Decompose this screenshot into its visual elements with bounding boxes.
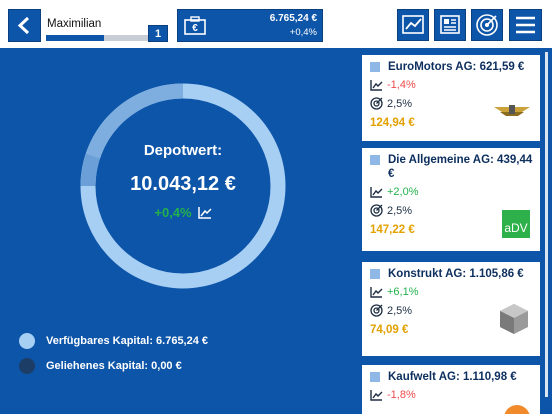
- scrollbar: [545, 52, 548, 397]
- trend-icon: [370, 287, 383, 298]
- chart-button[interactable]: [397, 9, 429, 41]
- stock-price: 74,09 €: [370, 324, 409, 336]
- stock-change: -1,4%: [387, 79, 416, 91]
- stock-checkbox[interactable]: [370, 269, 380, 279]
- stock-dividend: 2,5%: [387, 97, 413, 110]
- menu-icon: [516, 16, 535, 34]
- stock-name: Kaufwelt AG: 1.110,98 €: [388, 371, 517, 383]
- change-row: -1,8%: [370, 389, 416, 401]
- xp-bar: [46, 35, 148, 41]
- stock-card[interactable]: Kaufwelt AG: 1.110,98 € -1,8%: [362, 365, 540, 414]
- stock-name: Konstrukt AG: 1.105,86 €: [388, 268, 524, 280]
- stock-logo: [500, 304, 528, 334]
- stock-dividend: 2,5%: [387, 304, 413, 317]
- depot-change: +0,4%: [154, 205, 192, 220]
- stock-price: 124,94 €: [370, 117, 415, 129]
- cash-value: 6.765,24 €: [269, 13, 317, 24]
- stock-change: +2,0%: [387, 186, 419, 198]
- stock-card[interactable]: Die Allgemeine AG: 439,44 € +2,0% 2,5% 147…: [362, 148, 540, 251]
- legend-dot: [19, 333, 35, 349]
- cash-change: +0,4%: [289, 27, 317, 38]
- dividend-icon: [370, 97, 383, 110]
- stock-card[interactable]: EuroMotors AG: 621,59 € -1,4% 2,5% 124,94 …: [362, 55, 540, 141]
- stock-price: 147,22 €: [370, 224, 415, 236]
- target-button[interactable]: [471, 9, 503, 41]
- depot-ring: [80, 83, 286, 289]
- change-row: +6,1%: [370, 286, 419, 298]
- cash-box[interactable]: € 6.765,24 € +0,4%: [177, 9, 323, 42]
- dividend-row: 2,5%: [370, 304, 412, 317]
- menu-button[interactable]: [509, 9, 542, 41]
- wallet-icon: €: [184, 16, 206, 35]
- dividend-icon: [370, 204, 383, 217]
- stock-logo: aDV: [502, 210, 530, 238]
- legend-label: Geliehenes Kapital: 0,00 €: [46, 360, 182, 372]
- stock-change: +6,1%: [387, 286, 419, 298]
- dividend-row: 2,5%: [370, 204, 412, 217]
- stock-name: EuroMotors AG: 621,59 €: [388, 61, 525, 73]
- trend-icon: [370, 80, 383, 91]
- trend-icon: [370, 187, 383, 198]
- trend-icon: [370, 390, 383, 401]
- chart-icon: [402, 15, 424, 34]
- stock-checkbox[interactable]: [370, 372, 380, 382]
- stock-name: Die Allgemeine AG: 439,44 €: [388, 154, 533, 180]
- depot-label: Depotwert:: [143, 142, 223, 159]
- target-icon: [476, 14, 498, 36]
- stock-logo: [504, 405, 530, 414]
- stock-card[interactable]: Konstrukt AG: 1.105,86 € +6,1% 2,5% 74,09 …: [362, 262, 540, 356]
- stock-checkbox[interactable]: [370, 62, 380, 72]
- change-row: -1,4%: [370, 79, 416, 91]
- depot-change-row: +0,4%: [75, 205, 291, 220]
- legend-dot: [19, 358, 35, 374]
- trend-icon: [197, 207, 212, 219]
- stock-logo: [494, 105, 530, 116]
- legend-label: Verfügbares Kapital: 6.765,24 €: [46, 335, 209, 347]
- depot-value: 10.043,12 €: [130, 173, 236, 195]
- back-icon: [17, 16, 30, 35]
- news-button[interactable]: [434, 9, 466, 41]
- stock-change: -1,8%: [387, 389, 416, 401]
- dividend-icon: [370, 304, 383, 317]
- dividend-row: 2,5%: [370, 97, 412, 110]
- player-name: Maximilian: [47, 18, 102, 30]
- change-row: +2,0%: [370, 186, 419, 198]
- svg-text:€: €: [192, 23, 198, 34]
- news-icon: [440, 15, 460, 34]
- stock-checkbox[interactable]: [370, 155, 380, 165]
- xp-fill: [46, 35, 104, 41]
- stock-dividend: 2,5%: [387, 204, 413, 217]
- level-badge: 1: [148, 25, 168, 42]
- back-button[interactable]: [8, 9, 41, 42]
